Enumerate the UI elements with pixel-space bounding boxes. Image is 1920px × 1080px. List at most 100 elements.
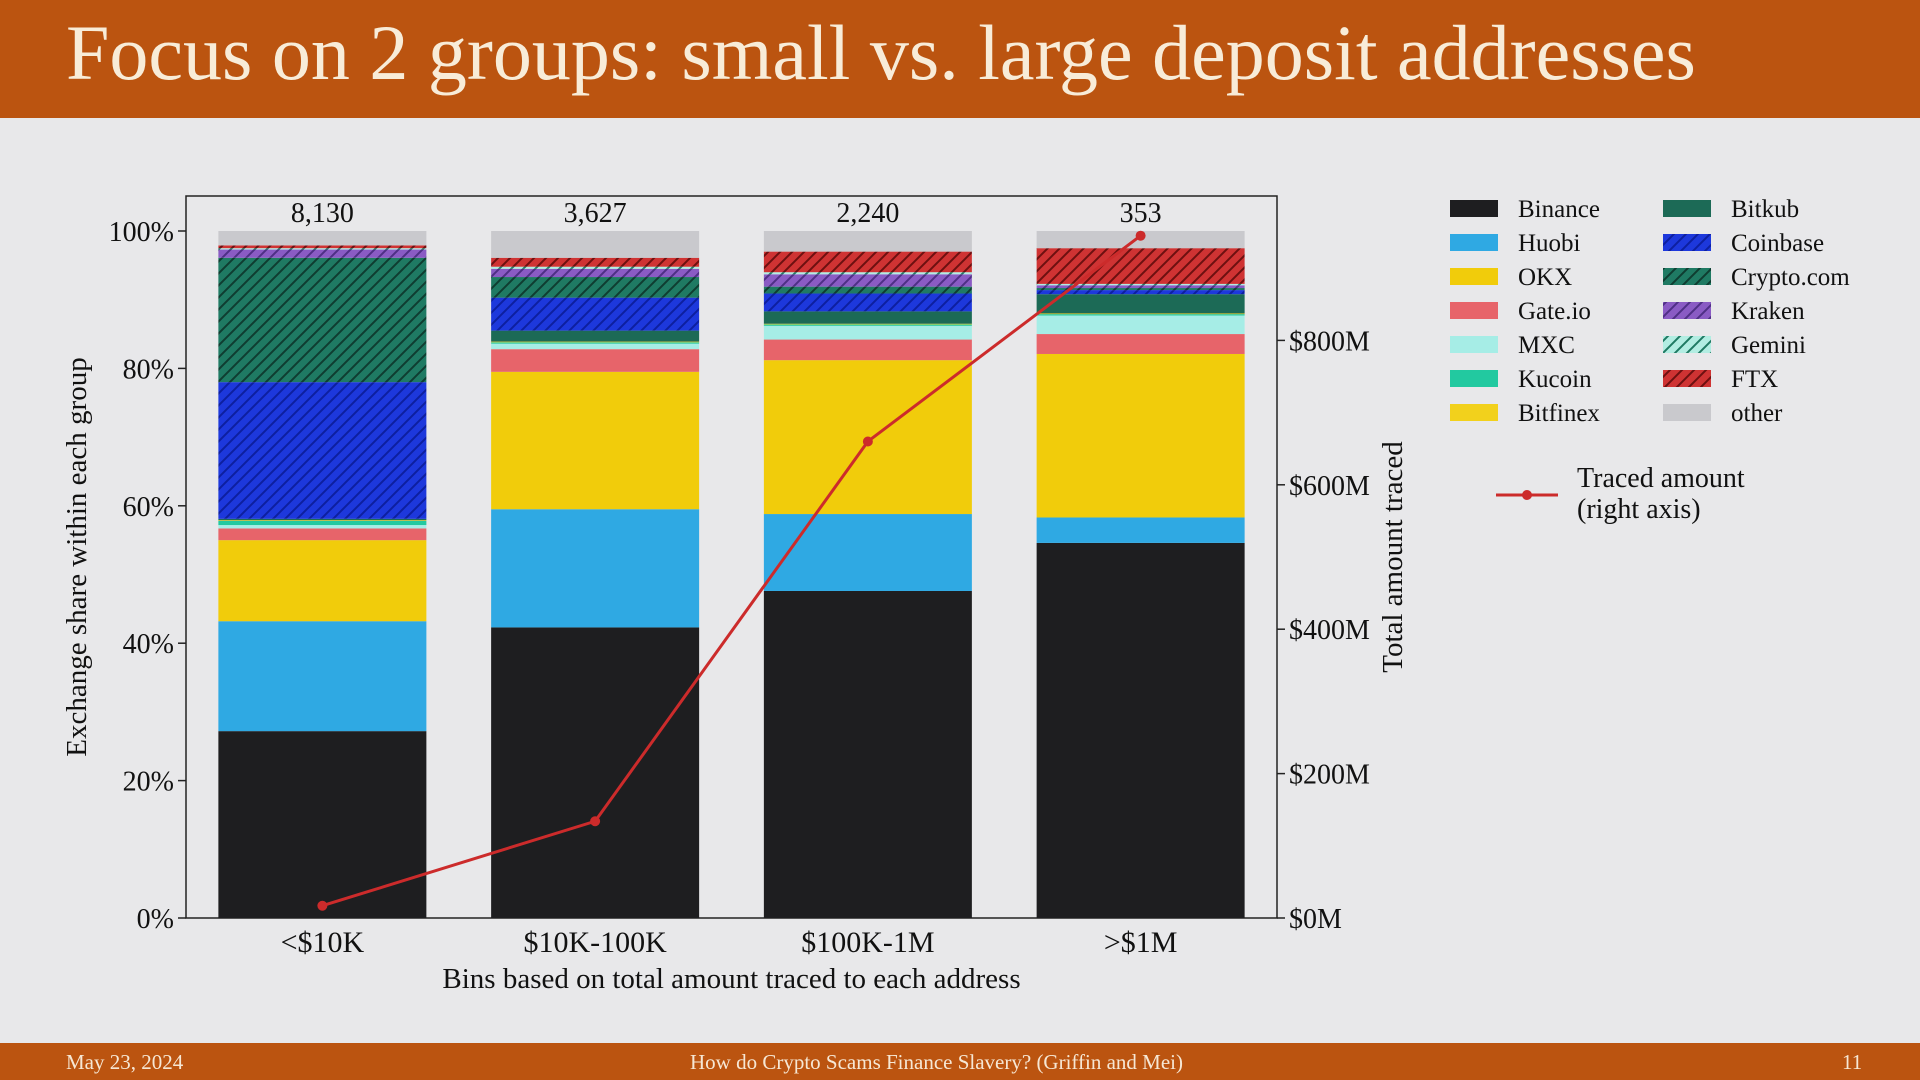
legend-label-ftx: FTX — [1731, 366, 1778, 393]
bar-gate-io-3 — [763, 339, 972, 361]
y-tick-label: 40% — [123, 629, 174, 660]
bar-bitkub-2 — [491, 330, 700, 342]
bar-gemini-3 — [763, 272, 972, 275]
traced-amount-point — [1135, 230, 1146, 241]
bar-bitkub-1 — [218, 518, 427, 521]
y-right-axis-title: Total amount traced — [1377, 441, 1409, 673]
legend-label-bitkub: Bitkub — [1731, 196, 1799, 223]
bar-bitfinex-1 — [218, 520, 427, 521]
traced-amount-point — [317, 900, 328, 911]
legend-swatch-gate-io — [1450, 302, 1498, 319]
legend-label-huobi: Huobi — [1518, 230, 1581, 257]
bar-binance-2 — [491, 627, 700, 918]
legend-label-bitfinex: Bitfinex — [1518, 400, 1600, 427]
y-tick-label: 20% — [123, 767, 174, 798]
bar-gemini-2 — [491, 266, 700, 269]
bar-other-2 — [491, 231, 700, 258]
legend-label-kraken: Kraken — [1731, 298, 1805, 325]
bar-bitkub-4 — [1036, 294, 1245, 314]
legend-swatch-okx — [1450, 268, 1498, 285]
bar-kucoin-3 — [763, 324, 972, 326]
y-tick-label: 60% — [123, 492, 174, 523]
x-axis-title: Bins based on total amount traced to eac… — [442, 963, 1020, 995]
legend-label-traced-amount: Traced amount (right axis) — [1577, 463, 1745, 525]
legend-swatch-binance — [1450, 200, 1498, 217]
y-right-tick-label: $400M — [1289, 615, 1370, 646]
bar-count-label: 8,130 — [291, 198, 354, 229]
y-tick-label: 100% — [109, 217, 174, 248]
legend-label-mxc: MXC — [1518, 332, 1575, 359]
page-number: 11 — [1842, 1050, 1863, 1074]
legend-swatch-bitfinex — [1450, 404, 1498, 421]
footer-date: May 23, 2024 — [66, 1050, 184, 1074]
legend-swatch-gemini — [1663, 336, 1711, 353]
bar-other-1 — [218, 231, 427, 246]
bar-gemini-4 — [1036, 283, 1245, 286]
traced-amount-line — [321, 234, 1142, 908]
bar-gate-io-4 — [1036, 334, 1245, 354]
bar-kucoin-4 — [1036, 314, 1245, 316]
bar-mxc-3 — [763, 325, 972, 340]
legend-swatch-crypto-com — [1663, 268, 1711, 285]
bar-other-3 — [763, 231, 972, 252]
x-tick-label: $100K-1M — [801, 926, 934, 959]
x-tick-label: $10K-100K — [523, 926, 667, 959]
legend-swatch-ftx — [1663, 370, 1711, 387]
legend-label-gemini: Gemini — [1731, 332, 1806, 359]
bar-count-label: 353 — [1120, 198, 1162, 229]
bar-crypto-com-1 — [218, 257, 427, 383]
bar-huobi-3 — [763, 514, 972, 591]
legend-swatch-bitkub — [1663, 200, 1711, 217]
bar-coinbase-1 — [218, 382, 427, 519]
bar-gemini-1 — [218, 248, 427, 250]
legend-label-binance: Binance — [1518, 196, 1600, 223]
slide-header: Focus on 2 groups: small vs. large depos… — [0, 0, 1920, 118]
bar-bitfinex-3 — [763, 323, 972, 325]
bar-crypto-com-2 — [491, 277, 700, 298]
bar-crypto-com-4 — [1036, 288, 1245, 291]
bar-binance-3 — [763, 590, 972, 918]
legend-swatch-kraken — [1663, 302, 1711, 319]
bar-mxc-1 — [218, 525, 427, 529]
bar-ftx-3 — [763, 251, 972, 273]
bar-ftx-4 — [1036, 248, 1245, 284]
y-right-tick-label: $800M — [1289, 326, 1370, 357]
legend-label-gate-io: Gate.io — [1518, 298, 1591, 325]
bar-okx-1 — [218, 540, 427, 622]
bar-coinbase-3 — [763, 293, 972, 312]
legend-line-marker — [1522, 490, 1532, 500]
traced-amount-point — [590, 816, 601, 827]
bar-bitfinex-2 — [491, 341, 700, 343]
bar-kraken-2 — [491, 268, 700, 278]
y-axis-title: Exchange share within each group — [61, 357, 93, 756]
bar-kucoin-1 — [218, 520, 427, 526]
bar-crypto-com-3 — [763, 286, 972, 294]
bar-okx-2 — [491, 371, 700, 510]
bar-huobi-2 — [491, 509, 700, 628]
y-right-tick-label: $0M — [1289, 904, 1342, 935]
x-tick-label: <$10K — [281, 926, 365, 959]
legend-label-okx: OKX — [1518, 264, 1572, 291]
legend-swatch-other — [1663, 404, 1711, 421]
bar-mxc-4 — [1036, 315, 1245, 335]
bar-coinbase-4 — [1036, 290, 1245, 295]
bar-bitfinex-4 — [1036, 313, 1245, 315]
bar-mxc-2 — [491, 343, 700, 350]
bar-ftx-2 — [491, 257, 700, 267]
legend-label-coinbase: Coinbase — [1731, 230, 1824, 257]
traced-amount-point — [862, 436, 873, 447]
legend-label-other: other — [1731, 400, 1783, 427]
bar-coinbase-2 — [491, 297, 700, 331]
legend-label-crypto-com: Crypto.com — [1731, 264, 1850, 291]
legend-swatch-kucoin — [1450, 370, 1498, 387]
y-right-tick-label: $200M — [1289, 760, 1370, 791]
legend-label-kucoin: Kucoin — [1518, 366, 1592, 393]
legend-swatch-mxc — [1450, 336, 1498, 353]
bar-binance-4 — [1036, 542, 1245, 918]
bar-gate-io-2 — [491, 349, 700, 372]
legend-swatch-huobi — [1450, 234, 1498, 251]
bar-kraken-3 — [763, 274, 972, 287]
bar-binance-1 — [218, 731, 427, 918]
bar-kraken-1 — [218, 249, 427, 258]
bar-huobi-4 — [1036, 517, 1245, 543]
